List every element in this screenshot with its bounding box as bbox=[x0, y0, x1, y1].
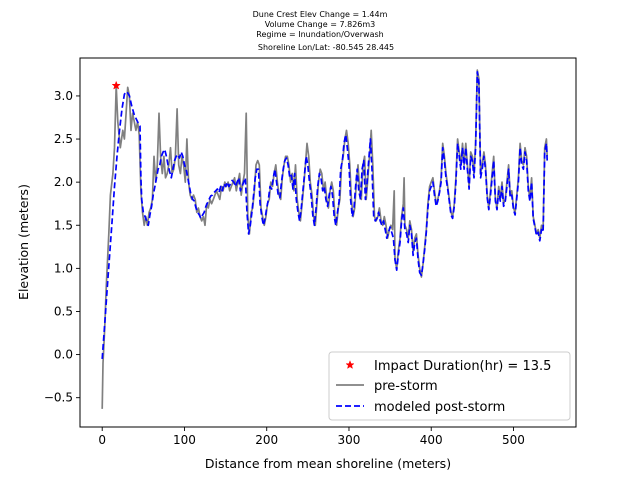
x-axis-ticks: 0 100 200 300 400 500 bbox=[98, 427, 525, 447]
plot-frame bbox=[79, 57, 577, 428]
x-tick-label: 500 bbox=[502, 433, 525, 447]
series-line-post-storm bbox=[101, 70, 549, 359]
y-tick-label: 2.5 bbox=[54, 132, 73, 146]
title-line-volume: Volume Change = 7.826m3 bbox=[265, 20, 376, 29]
x-tick-label: 400 bbox=[420, 433, 443, 447]
x-tick-label: 0 bbox=[98, 433, 106, 447]
x-tick-label: 200 bbox=[255, 433, 278, 447]
impact-duration-marker bbox=[111, 80, 121, 90]
title-line-shoreline: Shoreline Lon/Lat: -80.545 28.445 bbox=[258, 43, 394, 52]
y-tick-label: 0.5 bbox=[54, 304, 73, 318]
legend: Impact Duration(hr) = 13.5 pre-storm mod… bbox=[328, 351, 571, 421]
chart-title: Dune Crest Elev Change = 1.44m Volume Ch… bbox=[253, 10, 394, 52]
legend-marker-star bbox=[345, 360, 355, 369]
x-axis-label: Distance from mean shoreline (meters) bbox=[205, 456, 451, 471]
title-line-dune-crest: Dune Crest Elev Change = 1.44m bbox=[253, 10, 388, 19]
y-tick-label: 3.0 bbox=[54, 89, 73, 103]
legend-label-pre-storm: pre-storm bbox=[374, 379, 438, 394]
legend-box bbox=[328, 351, 571, 421]
legend-label-impact: Impact Duration(hr) = 13.5 bbox=[374, 359, 551, 374]
title-line-regime: Regime = Inundation/Overwash bbox=[256, 30, 383, 39]
y-axis-label: Elevation (meters) bbox=[16, 184, 31, 300]
y-tick-label: 1.5 bbox=[54, 218, 73, 232]
y-tick-label: −0.5 bbox=[44, 391, 73, 405]
y-tick-label: 0.0 bbox=[54, 348, 73, 362]
legend-label-post-storm: modeled post-storm bbox=[374, 400, 505, 415]
x-tick-label: 300 bbox=[338, 433, 361, 447]
plot-lines bbox=[101, 69, 549, 409]
marker-layer bbox=[111, 80, 121, 90]
y-tick-label: 1.0 bbox=[54, 261, 73, 275]
y-tick-label: 2.0 bbox=[54, 175, 73, 189]
star-icon bbox=[345, 360, 355, 369]
x-tick-label: 100 bbox=[173, 433, 196, 447]
y-axis-ticks: −0.5 0.0 0.5 1.0 1.5 2.0 2.5 3.0 bbox=[44, 89, 80, 405]
